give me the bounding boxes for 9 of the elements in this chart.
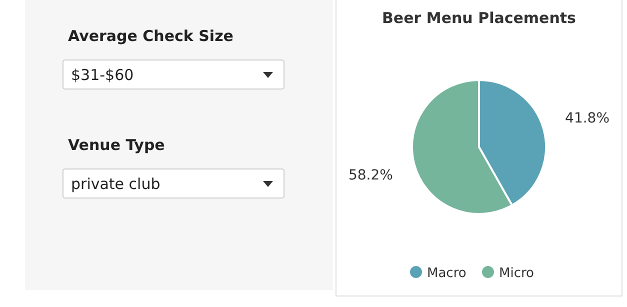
data-label: 41.8% [565,110,610,126]
text: Average Check Size [68,27,234,45]
legend-label: Micro [499,266,534,281]
dropdown-field: private club [62,168,284,198]
text: Venue Type [68,136,165,154]
chart-title: Beer Menu Placements [382,9,576,27]
legend-label: Macro [427,266,466,281]
data-label: 58.2% [348,167,393,184]
dropdown-field: $31-$60 [62,60,284,90]
